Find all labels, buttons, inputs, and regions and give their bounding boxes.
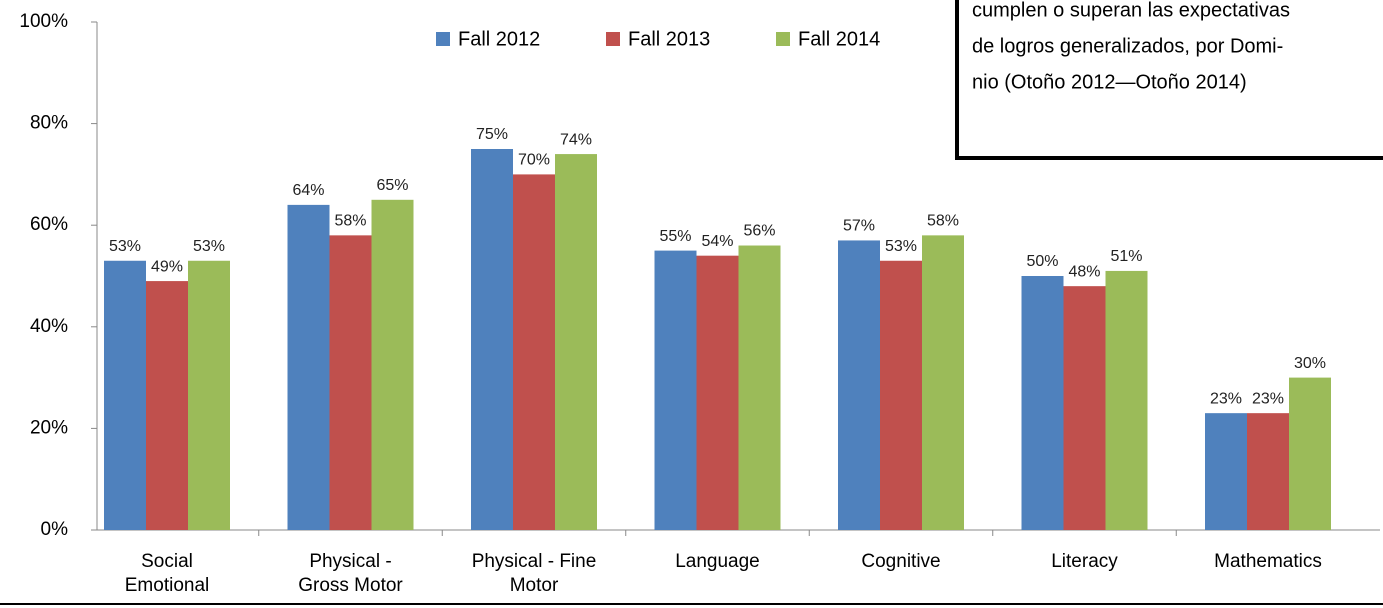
value-label: 58%: [334, 213, 366, 230]
bar: [329, 235, 372, 531]
value-label: 55%: [659, 228, 691, 245]
bar: [738, 245, 781, 530]
x-tick-label: Physical - Fine Motor: [472, 551, 597, 596]
value-label: 53%: [885, 238, 917, 255]
bar: [1063, 286, 1106, 530]
x-tick-label-line: Language: [675, 551, 760, 572]
y-tick-label: 100%: [19, 11, 68, 32]
x-tick-label: Language: [675, 551, 760, 572]
bar: [654, 250, 697, 530]
value-label: 64%: [292, 182, 324, 199]
value-label: 23%: [1210, 390, 1242, 407]
annotation-box: [955, 0, 1383, 160]
legend-label: Fall 2014: [798, 28, 880, 50]
y-tick-label: 60%: [30, 214, 68, 235]
bar: [104, 260, 146, 530]
bar: [146, 281, 188, 530]
bar: [1289, 377, 1331, 530]
value-label: 53%: [109, 238, 141, 255]
value-label: 65%: [376, 177, 408, 194]
x-tick-label: Social Emotional: [125, 551, 210, 596]
legend-label: Fall 2012: [458, 28, 540, 50]
bar: [1247, 413, 1289, 530]
bar: [1105, 270, 1148, 530]
bar: [188, 260, 230, 530]
legend-swatch: [606, 32, 620, 46]
x-tick-label-line: Physical - Fine: [472, 551, 597, 572]
annotation-text: de logros generalizados, por Domi-: [972, 35, 1283, 57]
value-label: 53%: [193, 238, 225, 255]
bar: [471, 149, 513, 530]
value-label: 70%: [518, 152, 550, 169]
value-label: 58%: [927, 213, 959, 230]
value-label: 74%: [560, 131, 592, 148]
value-label: 30%: [1294, 355, 1326, 372]
x-tick-label-line: Physical -: [309, 551, 391, 572]
legend-swatch: [776, 32, 790, 46]
bar: [555, 154, 597, 530]
x-tick-label: Cognitive: [861, 551, 940, 572]
legend-swatch: [436, 32, 450, 46]
value-label: 54%: [701, 233, 733, 250]
legend-label: Fall 2013: [628, 28, 710, 50]
x-tick-label-line: Cognitive: [861, 551, 940, 572]
bar: [696, 255, 739, 530]
bar: [1205, 413, 1247, 530]
value-label: 49%: [151, 258, 183, 275]
bar: [1021, 276, 1064, 530]
value-label: 75%: [476, 126, 508, 143]
value-label: 23%: [1252, 390, 1284, 407]
x-tick-label-line: Gross Motor: [298, 575, 403, 596]
y-tick-label: 80%: [30, 113, 68, 134]
annotation-text: cumplen o superan las expectativas: [972, 0, 1290, 21]
x-tick-label-line: Literacy: [1051, 551, 1118, 572]
x-tick-label: Literacy: [1051, 551, 1118, 572]
value-label: 50%: [1026, 253, 1058, 270]
bar: [513, 174, 555, 530]
y-tick-label: 40%: [30, 316, 68, 337]
x-tick-label-line: Mathematics: [1214, 551, 1322, 572]
x-tick-label-line: Social: [141, 551, 193, 572]
x-tick-label-line: Motor: [510, 575, 559, 596]
bar: [371, 199, 414, 531]
value-label: 51%: [1110, 248, 1142, 265]
y-tick-label: 0%: [41, 519, 69, 540]
bar: [838, 240, 880, 530]
x-tick-label-line: Emotional: [125, 575, 210, 596]
bar: [922, 235, 964, 531]
value-label: 56%: [743, 223, 775, 240]
annotation-text: nio (Otoño 2012—Otoño 2014): [972, 71, 1247, 93]
bar: [287, 204, 330, 530]
y-tick-label: 20%: [30, 417, 68, 438]
value-label: 48%: [1068, 263, 1100, 280]
bar: [880, 260, 922, 530]
x-tick-label: Physical - Gross Motor: [298, 551, 403, 596]
x-tick-label: Mathematics: [1214, 551, 1322, 572]
value-label: 57%: [843, 218, 875, 235]
